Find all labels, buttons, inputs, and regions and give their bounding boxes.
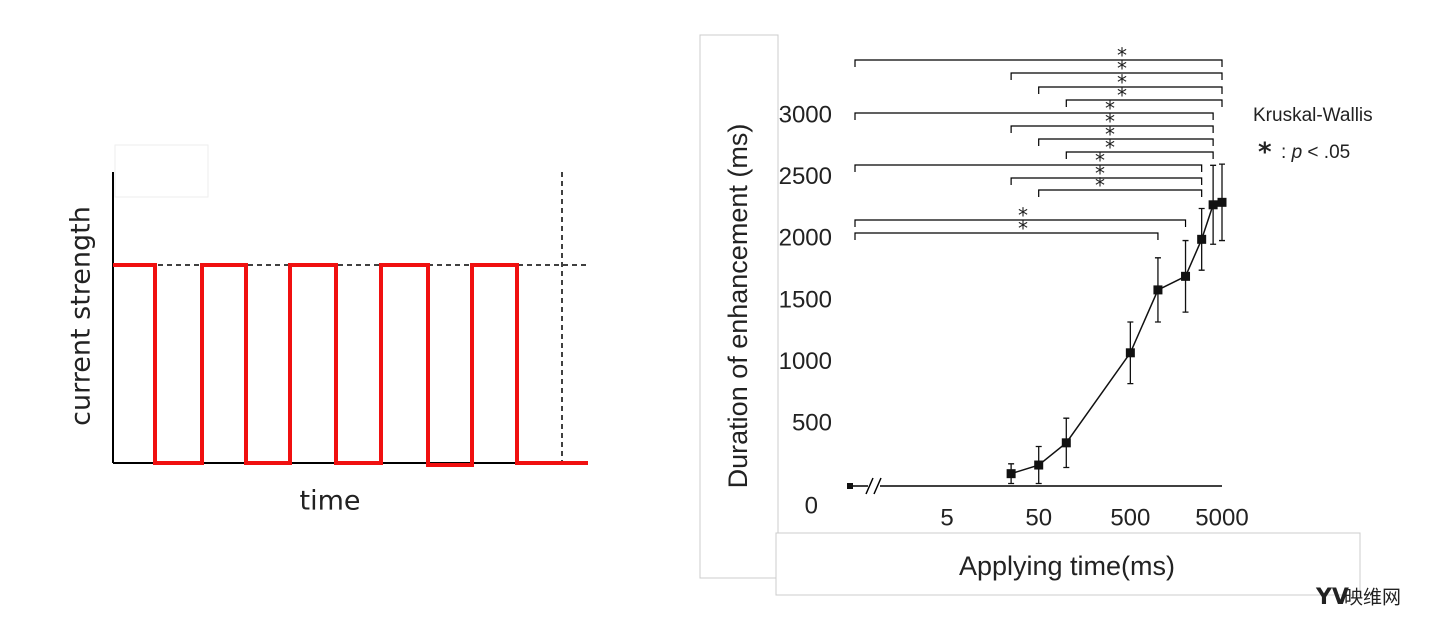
significance-label: * bbox=[1018, 217, 1028, 241]
significance-bracket bbox=[854, 164, 1203, 172]
y-label: current strength bbox=[66, 206, 97, 426]
significance-label: * bbox=[1105, 123, 1115, 147]
point bbox=[1006, 469, 1016, 479]
point bbox=[1181, 271, 1191, 281]
logo-mark: YV bbox=[1315, 585, 1349, 610]
annotation-threshold: < .05 bbox=[1307, 142, 1350, 163]
y-tick-label: 1500 bbox=[779, 286, 832, 313]
watermark: 映维网 bbox=[1344, 587, 1401, 609]
annotation-symbol: * bbox=[1258, 138, 1272, 168]
significance-bracket bbox=[1065, 99, 1223, 107]
significance-bracket bbox=[1065, 151, 1214, 159]
significance-label: * bbox=[1105, 110, 1115, 134]
significance-label: * bbox=[1095, 149, 1105, 173]
frame bbox=[699, 34, 779, 579]
significance-bracket bbox=[1038, 86, 1223, 94]
significance-label: * bbox=[1117, 57, 1127, 81]
significance-label: * bbox=[1095, 162, 1105, 186]
annotation-sep: : bbox=[1281, 142, 1286, 163]
point bbox=[1153, 285, 1163, 295]
y-tick-label: 0 bbox=[805, 492, 818, 519]
point bbox=[1125, 348, 1135, 358]
point bbox=[1217, 197, 1227, 207]
significance-bracket bbox=[1010, 177, 1203, 185]
y-tick-label: 1000 bbox=[779, 348, 832, 375]
significance-label: * bbox=[1117, 44, 1127, 68]
frame bbox=[775, 532, 1361, 596]
point bbox=[1208, 200, 1218, 210]
x-tick-label: 50 bbox=[1025, 504, 1052, 531]
significance-label: * bbox=[1018, 204, 1028, 228]
y-tick-label: 2500 bbox=[779, 163, 832, 190]
y-tick-label: 2000 bbox=[779, 225, 832, 252]
annotation-p: p bbox=[1291, 142, 1303, 163]
significance-label: * bbox=[1117, 71, 1127, 95]
x-tick-label: 500 bbox=[1110, 504, 1150, 531]
x-axis-title: Applying time(ms) bbox=[959, 551, 1175, 581]
pulse-wave bbox=[113, 263, 588, 467]
significance-label: * bbox=[1095, 174, 1105, 198]
significance-label: * bbox=[1105, 97, 1115, 121]
significance-label: * bbox=[1117, 84, 1127, 108]
axis-break bbox=[865, 477, 874, 495]
significance-bracket bbox=[854, 112, 1214, 120]
point bbox=[1034, 460, 1044, 470]
annotation-title: Kruskal-Wallis bbox=[1253, 105, 1373, 126]
significance-bracket bbox=[1010, 72, 1223, 80]
significance-bracket bbox=[1010, 125, 1214, 133]
significance-bracket bbox=[854, 219, 1187, 227]
x-tick-label: 5000 bbox=[1195, 504, 1248, 531]
y-tick-label: 500 bbox=[792, 410, 832, 437]
line bbox=[1010, 201, 1223, 475]
x-label: time bbox=[299, 486, 360, 517]
axis-break bbox=[873, 477, 882, 495]
annotation-text: : p < .05 bbox=[1281, 142, 1350, 163]
point bbox=[1197, 234, 1207, 244]
significance-bracket bbox=[1038, 189, 1203, 197]
y-tick-label: 3000 bbox=[779, 101, 832, 128]
significance-label: * bbox=[1105, 136, 1115, 160]
y-axis-title: Duration of enhancement (ms) bbox=[723, 124, 753, 489]
x-tick-label: 5 bbox=[940, 504, 953, 531]
point bbox=[1061, 438, 1071, 448]
point bbox=[847, 483, 853, 489]
significance-bracket bbox=[854, 59, 1223, 67]
blank-box bbox=[114, 144, 209, 198]
significance-bracket bbox=[1038, 138, 1214, 146]
significance-bracket bbox=[854, 232, 1159, 240]
